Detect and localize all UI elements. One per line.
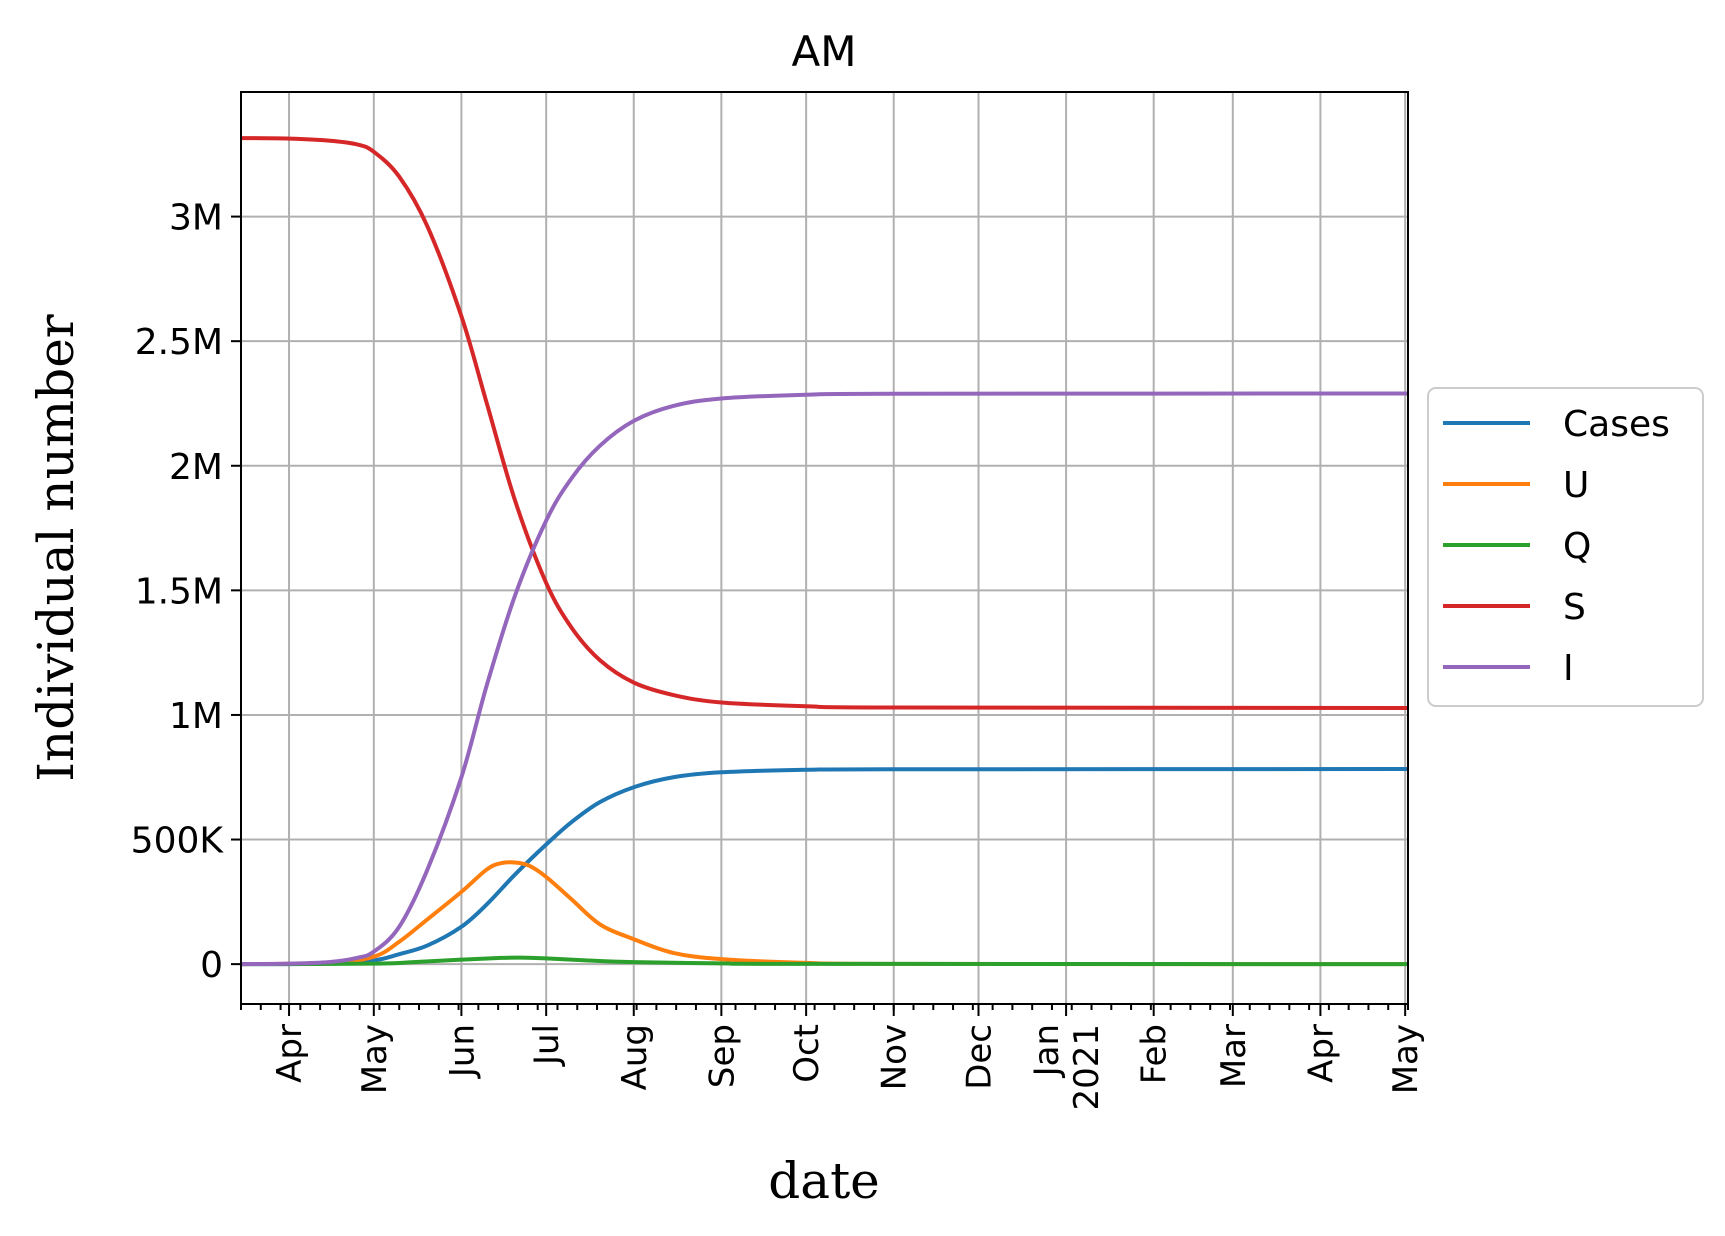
x-axis-label: date (768, 1152, 880, 1210)
x-tick-label: Sep (702, 1024, 742, 1088)
x-tick-label: Jul (527, 1024, 567, 1067)
y-axis-ticks: 0 500K 1M 1.5M 2M 2.5M 3M (131, 198, 241, 986)
grid (241, 92, 1408, 1004)
x-tick-label-line: Jun (442, 1024, 482, 1079)
x-tick-label: Jan 2021 (1027, 1024, 1107, 1111)
y-tick-label: 1.5M (135, 571, 223, 612)
x-tick-label-line: Jan (1027, 1024, 1067, 1078)
series-line-q (240, 955, 1409, 967)
x-tick-label: Apr (1301, 1024, 1341, 1083)
series-line-s (240, 136, 1409, 710)
x-tick-label-line: 2021 (1067, 1024, 1107, 1111)
x-tick-label-line: Apr (1301, 1024, 1341, 1083)
x-tick-label-line: May (355, 1024, 395, 1094)
x-tick-label: Mar (1214, 1024, 1254, 1088)
x-tick-label: Nov (875, 1024, 915, 1090)
x-tick-label-line: May (1386, 1024, 1426, 1094)
x-tick-label: Jun (442, 1024, 482, 1079)
y-tick-label: 3M (169, 198, 223, 239)
y-tick-label: 500K (131, 821, 225, 862)
y-tick-label: 1M (169, 696, 223, 737)
plot-area-frame (240, 91, 1409, 1005)
legend-label-u: U (1563, 465, 1589, 506)
legend-box (1427, 387, 1704, 707)
y-axis-label: Individual number (27, 314, 85, 782)
y-tick-label: 0 (200, 945, 223, 986)
x-tick-label: Oct (787, 1024, 827, 1083)
x-tick-label: Apr (270, 1024, 310, 1083)
x-tick-label-line: Sep (702, 1024, 742, 1088)
y-tick-label: 2M (169, 447, 223, 488)
x-tick-label: Aug (615, 1024, 655, 1090)
x-tick-label-line: Oct (787, 1024, 827, 1083)
x-tick-label-line: Aug (615, 1024, 655, 1090)
series-line-i (240, 391, 1409, 967)
legend-label-cases: Cases (1563, 404, 1670, 445)
legend-label-q: Q (1563, 526, 1591, 567)
legend-label-i: I (1563, 648, 1574, 689)
chart-title: AM (792, 27, 857, 76)
x-tick-label-line: Dec (959, 1024, 999, 1090)
x-tick-label-line: Feb (1135, 1024, 1175, 1084)
x-tick-label-line: Jul (527, 1024, 567, 1067)
x-axis-ticks: Apr May Jun Jul Aug Sep Oct Nov Dec Jan 2021 Feb Mar… (240, 1004, 1426, 1111)
x-tick-label: May (1386, 1024, 1426, 1094)
x-tick-label: Dec (959, 1024, 999, 1090)
x-tick-label-line: Mar (1214, 1024, 1254, 1088)
series-line-cases (240, 767, 1409, 967)
y-tick-label: 2.5M (135, 322, 223, 363)
legend-label-s: S (1563, 587, 1586, 628)
x-tick-label: May (355, 1024, 395, 1094)
series-lines (240, 136, 1409, 967)
x-tick-label-line: Nov (875, 1024, 915, 1090)
x-tick-label: Feb (1135, 1024, 1175, 1084)
x-tick-label-line: Apr (270, 1024, 310, 1083)
